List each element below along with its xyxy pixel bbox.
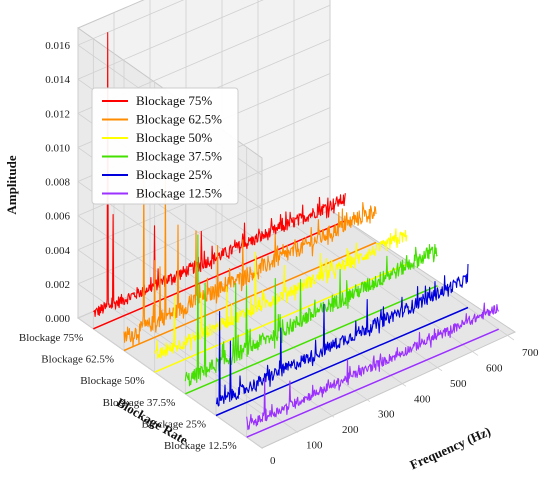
series-line-6 xyxy=(246,302,500,431)
grid-line-x xyxy=(257,240,443,372)
y-tick-label: Blockage 62.5% xyxy=(41,354,114,366)
legend-box xyxy=(91,87,239,205)
series-line-4 xyxy=(184,234,438,387)
series-line-5 xyxy=(215,263,469,407)
grid-line-z xyxy=(77,0,264,80)
y-tick-label: Blockage 50% xyxy=(80,375,144,387)
z-tick-label: 0.012 xyxy=(45,108,70,120)
z-tick-label: 0.008 xyxy=(45,177,70,189)
series-layer xyxy=(93,32,500,438)
series-baseline xyxy=(123,241,377,352)
x-tick-label: 400 xyxy=(414,393,431,405)
z-tick-label: 0.002 xyxy=(45,279,70,291)
series-line-3 xyxy=(154,228,408,359)
x-tick-label: 200 xyxy=(342,424,359,436)
axis-ticks: 0.000 0.002 0.004 0.006 0.008 0.010 0.012 0.014… xyxy=(19,40,539,467)
x-tick-label: 0 xyxy=(270,455,276,467)
legend-label: Blockage 50% xyxy=(136,130,212,145)
z-tick-label: 0.006 xyxy=(45,211,70,223)
z-tick-label: 0.004 xyxy=(45,245,70,257)
x-axis-title: Frequency (Hz) xyxy=(407,423,492,472)
legend-label: Blockage 25% xyxy=(136,167,212,182)
series-baseline xyxy=(93,220,346,330)
y-tick-label: Blockage 12.5% xyxy=(164,440,237,452)
legend-label: Blockage 62.5% xyxy=(136,112,222,127)
grid-line-x xyxy=(293,225,479,356)
z-tick-label: 0.014 xyxy=(45,74,70,86)
y-tick-label: Blockage 37.5% xyxy=(103,397,176,409)
legend-label: Blockage 37.5% xyxy=(136,149,222,164)
y-tick-label: Blockage 25% xyxy=(142,419,206,431)
series-baseline xyxy=(185,285,438,395)
x-tick-label: 300 xyxy=(378,409,395,421)
grid-line-z xyxy=(77,175,331,285)
grid-line-x xyxy=(77,317,263,449)
series-line-2 xyxy=(123,174,377,348)
z-tick-label: 0.000 xyxy=(45,313,70,325)
series-baseline xyxy=(215,306,469,417)
x-tick-label: 500 xyxy=(450,378,467,390)
x-tick-label: 100 xyxy=(306,440,323,452)
x-tick-label: 700 xyxy=(522,347,539,359)
legend-label: Blockage 75% xyxy=(136,93,212,108)
legend-label: Blockage 12.5% xyxy=(136,186,222,201)
x-tick-label: 600 xyxy=(486,362,503,374)
z-tick-label: 0.010 xyxy=(45,142,70,154)
series-baseline xyxy=(246,328,499,438)
y-tick-label: Blockage 75% xyxy=(19,332,83,344)
legend: Blockage 75% Blockage 62.5% Blockage 50% Bl… xyxy=(91,87,239,205)
series-line-1 xyxy=(93,32,346,318)
grid-line-z xyxy=(77,0,185,46)
z-axis-title: Amplitude xyxy=(4,155,19,214)
z-tick-label: 0.016 xyxy=(45,40,70,52)
